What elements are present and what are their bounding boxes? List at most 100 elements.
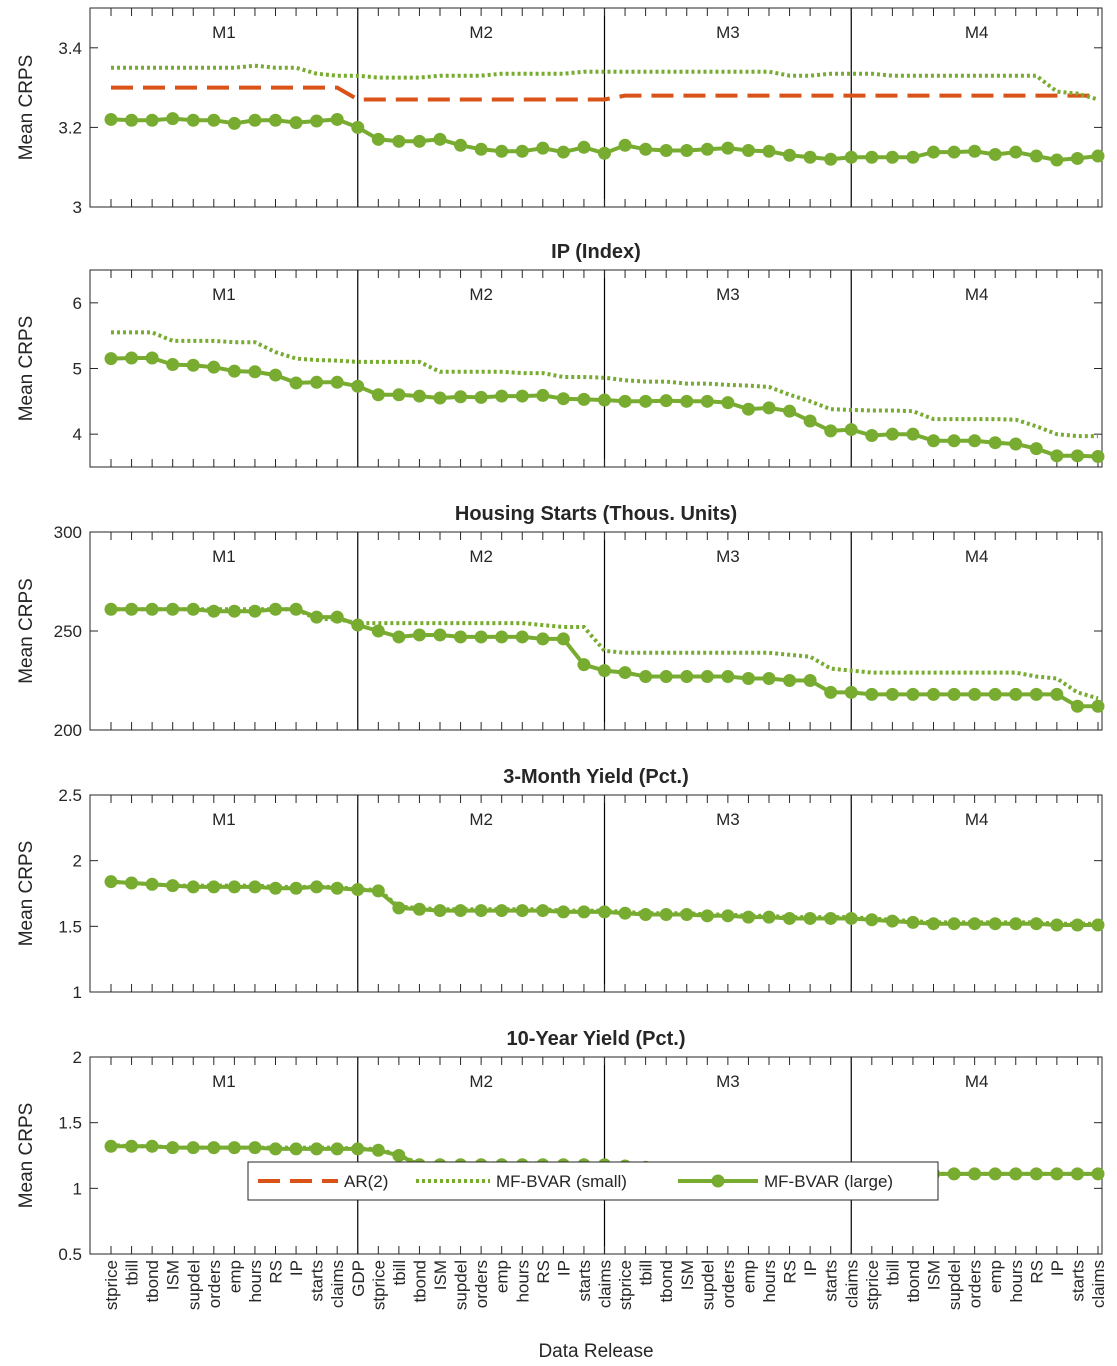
data-point-mf-bvar-large: [885, 687, 899, 701]
data-point-mf-bvar-large: [412, 389, 426, 403]
data-point-mf-bvar-large: [988, 147, 1002, 161]
data-point-mf-bvar-large: [1050, 1167, 1064, 1181]
y-tick-label: 4: [73, 425, 82, 444]
data-point-mf-bvar-large: [330, 1142, 344, 1156]
period-label: M4: [965, 547, 989, 566]
period-label: M4: [965, 1072, 989, 1091]
data-point-mf-bvar-large: [700, 909, 714, 923]
data-point-mf-bvar-large: [947, 145, 961, 159]
data-point-mf-bvar-large: [680, 908, 694, 922]
data-point-mf-bvar-large: [454, 390, 468, 404]
x-category-label: tbill: [390, 1260, 409, 1286]
data-point-mf-bvar-large: [1050, 918, 1064, 932]
y-tick-label: 1: [73, 983, 82, 1002]
data-point-mf-bvar-large: [1091, 699, 1105, 713]
data-point-mf-bvar-large: [351, 120, 365, 134]
data-point-mf-bvar-large: [947, 917, 961, 931]
data-point-mf-bvar-large: [1050, 449, 1064, 463]
data-point-mf-bvar-large: [207, 113, 221, 127]
y-tick-label: 1.5: [58, 1114, 82, 1133]
data-point-mf-bvar-large: [104, 112, 118, 126]
x-category-label: IP: [1048, 1260, 1067, 1276]
panel-title: 10-Year Yield (Pct.): [507, 1028, 686, 1050]
x-category-label: IP: [287, 1260, 306, 1276]
data-point-mf-bvar-large: [721, 141, 735, 155]
legend-box: [247, 1161, 939, 1201]
y-tick-label: 200: [54, 721, 82, 740]
x-category-label: hours: [760, 1260, 779, 1303]
data-point-mf-bvar-large: [269, 368, 282, 382]
data-point-mf-bvar-large: [474, 390, 488, 404]
data-point-mf-bvar-large: [741, 402, 755, 416]
data-point-mf-bvar-large: [783, 404, 797, 418]
period-label: M1: [212, 23, 236, 42]
data-point-mf-bvar-large: [680, 143, 694, 157]
data-point-mf-bvar-large: [659, 143, 673, 157]
data-point-mf-bvar-large: [412, 134, 426, 148]
data-point-mf-bvar-large: [289, 1142, 303, 1156]
data-point-mf-bvar-large: [577, 658, 591, 672]
data-point-mf-bvar-large: [454, 630, 468, 644]
data-point-mf-bvar-large: [700, 670, 714, 684]
data-point-mf-bvar-large: [166, 1141, 180, 1155]
data-point-mf-bvar-large: [330, 375, 344, 389]
data-point-mf-bvar-large: [269, 113, 282, 127]
data-point-mf-bvar-large: [269, 881, 282, 895]
data-point-mf-bvar-large: [680, 670, 694, 684]
panel-title: 3-Month Yield (Pct.): [503, 766, 689, 788]
x-category-label: stprice: [369, 1260, 388, 1310]
period-label: M2: [469, 547, 493, 566]
data-point-mf-bvar-large: [166, 602, 180, 616]
panel-title: IP (Index): [551, 241, 641, 263]
data-point-mf-bvar-large: [495, 144, 509, 158]
data-point-mf-bvar-large: [1091, 918, 1105, 932]
period-label: M3: [716, 810, 740, 829]
data-point-mf-bvar-large: [680, 394, 694, 408]
y-axis-title: Mean CRPS: [16, 55, 37, 161]
data-point-mf-bvar-large: [659, 394, 673, 408]
data-point-mf-bvar-large: [454, 138, 468, 152]
period-label: M2: [469, 285, 493, 304]
data-point-mf-bvar-large: [371, 1143, 385, 1157]
data-point-mf-bvar-large: [289, 881, 303, 895]
x-category-label: ISM: [431, 1260, 450, 1290]
data-point-mf-bvar-large: [1070, 918, 1084, 932]
data-point-mf-bvar-large: [104, 1139, 118, 1153]
data-point-mf-bvar-large: [803, 150, 817, 164]
data-point-mf-bvar-large: [104, 352, 118, 366]
period-label: M1: [212, 810, 236, 829]
data-point-mf-bvar-large: [1091, 1167, 1105, 1181]
y-tick-label: 2: [73, 1048, 82, 1067]
period-label: M2: [469, 1072, 493, 1091]
data-point-mf-bvar-large: [515, 630, 529, 644]
data-point-mf-bvar-large: [762, 144, 776, 158]
period-label: M3: [716, 285, 740, 304]
x-category-label: orders: [966, 1260, 985, 1308]
data-point-mf-bvar-large: [1029, 442, 1043, 456]
data-point-mf-bvar-large: [351, 618, 365, 632]
data-point-mf-bvar-large: [639, 670, 653, 684]
data-point-mf-bvar-large: [824, 424, 838, 438]
x-category-label: supdel: [452, 1260, 471, 1310]
data-point-mf-bvar-large: [104, 602, 118, 616]
x-category-label: RS: [267, 1260, 286, 1284]
data-point-mf-bvar-large: [289, 116, 303, 130]
data-point-mf-bvar-large: [947, 434, 961, 448]
data-point-mf-bvar-large: [433, 132, 447, 146]
data-point-mf-bvar-large: [1009, 437, 1023, 451]
data-point-mf-bvar-large: [1091, 149, 1105, 163]
data-point-mf-bvar-large: [412, 902, 426, 916]
data-point-mf-bvar-large: [865, 913, 879, 927]
data-point-mf-bvar-large: [968, 917, 982, 931]
data-point-mf-bvar-large: [248, 1141, 262, 1155]
data-point-mf-bvar-large: [125, 1139, 139, 1153]
data-point-mf-bvar-large: [104, 875, 118, 889]
data-point-mf-bvar-large: [227, 604, 241, 618]
data-point-mf-bvar-large: [125, 602, 139, 616]
data-point-mf-bvar-large: [639, 908, 653, 922]
y-tick-label: 300: [54, 523, 82, 542]
x-category-label: ISM: [164, 1260, 183, 1290]
data-point-mf-bvar-large: [207, 880, 221, 894]
x-category-label: tbond: [410, 1260, 429, 1303]
data-point-mf-bvar-large: [371, 132, 385, 146]
